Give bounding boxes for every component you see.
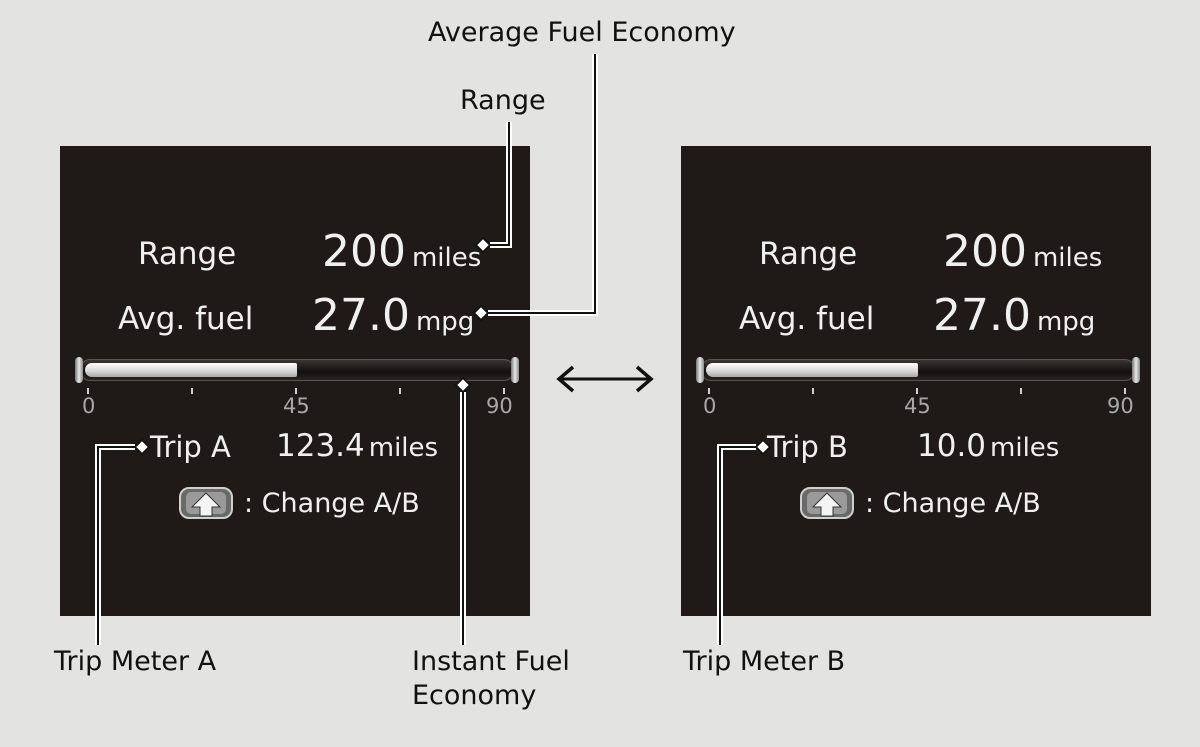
change-ab-text: : Change A/B: [865, 488, 1041, 519]
trip-readout: 10.0 miles: [917, 428, 1059, 464]
range-value: 200: [943, 226, 1027, 277]
gauge-tick: [191, 388, 193, 394]
gauge-tick-label-mid: 45: [904, 394, 931, 418]
avg-fuel-readout: 27.0 mpg: [312, 290, 474, 341]
steering-button-icon: [800, 487, 854, 519]
gauge-left-cap: [75, 357, 83, 383]
instant-fuel-gauge: [75, 357, 519, 383]
trip-value: 123.4: [276, 428, 365, 464]
gauge-tick: [295, 388, 297, 394]
avg-fuel-value: 27.0: [312, 290, 410, 341]
callout-trip-meter-b: Trip Meter B: [683, 646, 846, 677]
instant-fuel-gauge-fill: [706, 363, 918, 377]
range-unit: miles: [411, 243, 482, 273]
callout-instant-fuel-economy-line2: Economy: [412, 680, 537, 711]
range-label: Range: [759, 236, 858, 272]
gauge-tick: [708, 388, 710, 394]
avg-fuel-unit: mpg: [1036, 307, 1096, 337]
avg-fuel-value: 27.0: [933, 290, 1031, 341]
gauge-tick-label-mid: 45: [283, 394, 310, 418]
gauge-tick-label-min: 0: [703, 394, 717, 418]
gauge-tick-label-max: 90: [486, 394, 513, 418]
callout-instant-fuel-economy-line1: Instant Fuel: [412, 646, 570, 677]
avg-fuel-label: Avg. fuel: [118, 301, 254, 337]
trip-unit: miles: [990, 433, 1060, 463]
gauge-tick: [1020, 388, 1022, 394]
gauge-tick: [87, 388, 89, 394]
avg-fuel-unit: mpg: [415, 307, 475, 337]
double-arrow-icon: [556, 365, 654, 393]
range-label: Range: [138, 236, 237, 272]
range-unit: miles: [1032, 243, 1103, 273]
gauge-right-cap: [1132, 357, 1140, 383]
instant-fuel-gauge-fill: [85, 363, 297, 377]
gauge-tick: [399, 388, 401, 394]
gauge-tick: [503, 388, 505, 394]
trip-label: Trip B: [767, 430, 848, 464]
trip-value: 10.0: [917, 428, 987, 464]
gauge-tick: [1124, 388, 1126, 394]
steering-button-icon: [179, 487, 233, 519]
avg-fuel-readout: 27.0 mpg: [933, 290, 1095, 341]
gauge-tick-label-max: 90: [1107, 394, 1134, 418]
trip-readout: 123.4 miles: [276, 428, 438, 464]
gauge-right-cap: [511, 357, 519, 383]
avg-fuel-label: Avg. fuel: [739, 301, 875, 337]
instant-fuel-gauge: [696, 357, 1140, 383]
gauge-left-cap: [696, 357, 704, 383]
range-readout: 200 miles: [322, 226, 481, 277]
display-panel-trip-a: Range 200 miles Avg. fuel 27.0 mpg 0 45 90…: [60, 146, 530, 616]
gauge-tick-label-min: 0: [82, 394, 96, 418]
trip-label: Trip A: [150, 430, 231, 464]
callout-trip-meter-a: Trip Meter A: [54, 646, 217, 677]
range-value: 200: [322, 226, 406, 277]
range-readout: 200 miles: [943, 226, 1102, 277]
gauge-tick: [812, 388, 814, 394]
display-panel-trip-b: Range 200 miles Avg. fuel 27.0 mpg 0 45 90…: [681, 146, 1151, 616]
change-ab-text: : Change A/B: [244, 488, 420, 519]
callout-average-fuel-economy: Average Fuel Economy: [428, 17, 736, 48]
gauge-tick: [916, 388, 918, 394]
callout-range: Range: [460, 85, 546, 116]
trip-unit: miles: [368, 433, 439, 463]
